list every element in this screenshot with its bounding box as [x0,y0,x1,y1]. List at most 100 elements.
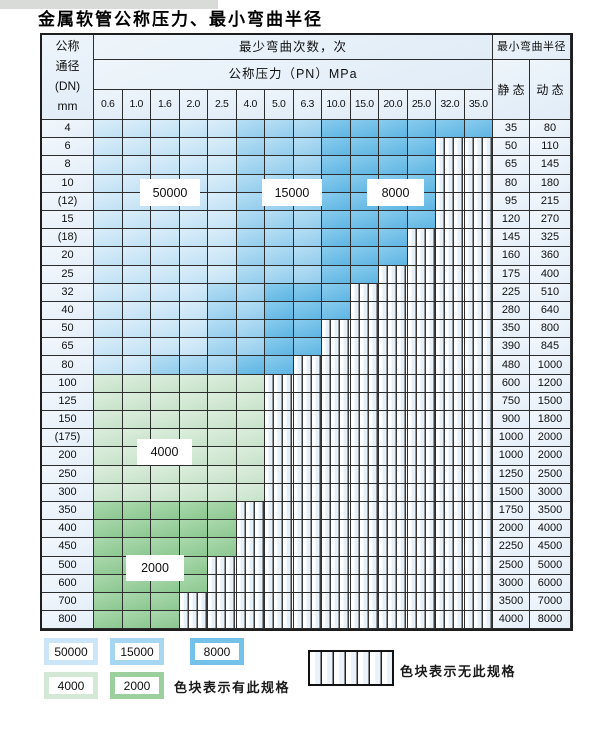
dynamic-value: 360 [530,247,571,266]
zone-cell-H [265,556,294,575]
zone-cell-H [407,247,436,266]
zone-cell-D [322,192,351,211]
zone-cell-H [236,556,265,575]
dynamic-value: 6000 [530,574,571,593]
zone-cell-H [322,520,351,539]
zone-cell-L [122,356,151,375]
zone-cell-H [265,538,294,557]
zone-cell-H [464,465,493,484]
zone-cell-E [179,556,208,575]
zone-cell-H [293,447,322,466]
pressure-tick-1.6: 1.6 [151,90,180,120]
zone-cell-L [122,283,151,302]
zone-cell-G [94,374,123,393]
zone-cell-H [322,538,351,557]
zone-cell-G [122,465,151,484]
zone-cell-H [322,429,351,448]
pressure-tick-2.5: 2.5 [208,90,237,120]
dynamic-value: 3500 [530,501,571,521]
zone-cell-H [265,429,294,448]
legend-no-spec-text: 色块表示无此规格 [400,664,517,679]
zone-cell-H [293,556,322,575]
static-value: 225 [493,283,530,302]
zone-cell-H [322,338,351,357]
zone-cell-H [379,465,408,484]
zone-cell-D [379,138,408,157]
zone-cell-D [350,120,379,139]
static-value: 65 [493,156,530,175]
zone-cell-D [407,138,436,157]
zone-cell-L [151,229,180,248]
bend-radius-header: 最小弯曲半径 [493,35,571,60]
zone-cell-H [236,592,265,612]
zone-cell-H [322,392,351,411]
zone-cell-H [464,520,493,539]
zone-cell-H [379,301,408,321]
zone-cell-H [436,138,465,157]
zone-cell-E [122,501,151,521]
zone-cell-H [407,411,436,430]
zone-cell-H [350,283,379,302]
dynamic-value: 2000 [530,429,571,448]
legend-chip-50000: 50000 [44,638,98,665]
zone-cell-L [208,120,237,139]
zone-cell-L [179,120,208,139]
zone-cell-H [379,265,408,284]
zone-cell-G [236,483,265,502]
dn-value: 80 [42,356,94,375]
static-value: 480 [493,356,530,375]
zone-cell-L [179,229,208,248]
zone-cell-E [122,538,151,557]
zone-cell-E [94,538,123,557]
zone-cell-M [236,265,265,284]
zone-cell-L [94,229,123,248]
zone-cell-H [436,229,465,248]
zone-cell-H [293,592,322,612]
zone-cell-H [236,520,265,539]
zone-cell-L [179,301,208,321]
zone-cell-H [379,338,408,357]
zone-cell-H [436,574,465,593]
zone-cell-H [265,392,294,411]
zone-cell-D [350,265,379,284]
zone-cell-D [322,247,351,266]
dynamic-value: 800 [530,320,571,339]
zone-cell-L [151,156,180,175]
zone-cell-L [94,265,123,284]
static-column-header: 静 态 [493,60,530,120]
zone-cell-H [464,283,493,302]
scan-artifact-strip [0,0,218,9]
zone-cell-H [436,301,465,321]
zone-cell-H [407,338,436,357]
zone-cell-L [94,192,123,211]
pressure-tick-10.0: 10.0 [322,90,351,120]
zone-cell-D [265,283,294,302]
zone-cell-H [293,501,322,521]
zone-cell-H [464,174,493,193]
zone-cell-H [293,429,322,448]
zone-cell-H [407,283,436,302]
zone-cell-H [407,356,436,375]
dynamic-value: 1200 [530,374,571,393]
dn-value: 65 [42,338,94,357]
zone-cell-H [322,483,351,502]
dynamic-value: 8000 [530,611,571,630]
zone-cell-L [151,320,180,339]
zone-cell-M [265,229,294,248]
zone-cell-G [179,411,208,430]
static-value: 1000 [493,447,530,466]
zone-cell-G [236,447,265,466]
zone-cell-H [436,210,465,230]
zone-cell-L [94,356,123,375]
zone-cell-D [293,320,322,339]
zone-cell-D [322,265,351,284]
zone-cell-H [350,611,379,630]
zone-cell-G [208,374,237,393]
zone-cell-H [379,320,408,339]
zone-cell-G [236,411,265,430]
zone-cell-H [293,411,322,430]
zone-cell-H [379,392,408,411]
zone-cell-G [179,374,208,393]
zone-cell-D [350,210,379,230]
legend-chip-label: 15000 [115,643,159,660]
